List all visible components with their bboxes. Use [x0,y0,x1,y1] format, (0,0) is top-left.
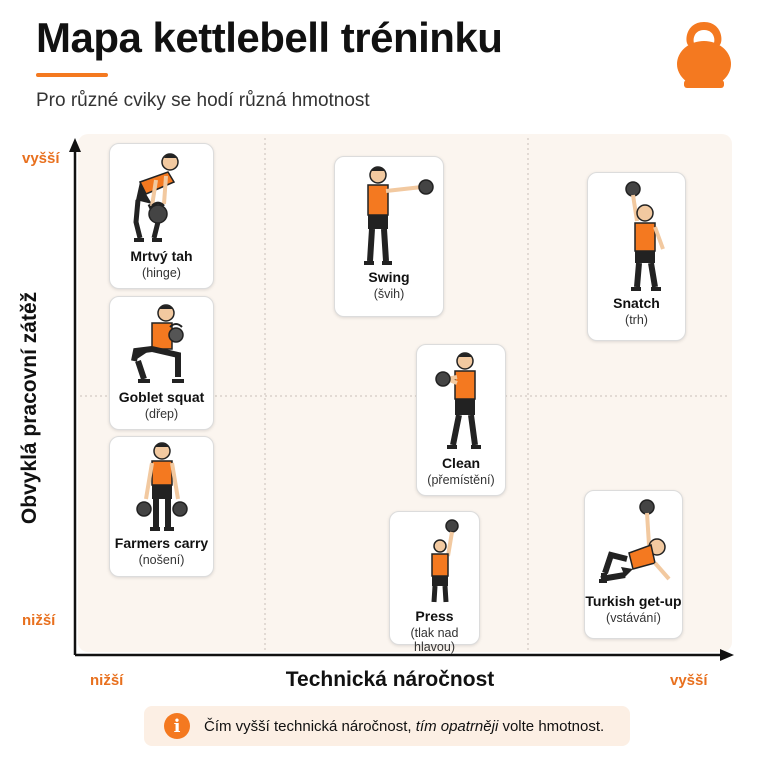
exercise-name: Press [415,608,454,624]
exercise-subtitle: (hinge) [142,266,181,280]
exercise-card-turkish-get-up: Turkish get-up (vstávání) [584,490,683,639]
deadlift-figure [132,153,179,242]
squat-figure [130,304,184,383]
exercise-subtitle: (trh) [625,313,648,327]
note-text-emphasis: tím opatrněji [415,717,499,735]
exercise-card-deadlift: Mrtvý tah (hinge) [109,143,214,289]
exercise-name: Mrtvý tah [130,248,193,264]
exercise-name: Swing [368,269,410,285]
x-axis-high-label: vyšší [670,672,708,689]
y-axis-high-label: vyšší [22,150,60,167]
exercise-card-swing: Swing (švih) [334,156,444,317]
info-note-text: Čím vyšší technická náročnost, tím opatr… [204,718,604,735]
exercise-subtitle: (přemístění) [427,473,495,487]
exercise-card-farmers-carry: Farmers carry (nošení) [109,436,214,577]
x-axis-title: Technická náročnost [285,668,495,691]
page-subtitle: Pro různé cviky se hodí různá hmotnost [36,90,370,111]
exercise-name: Snatch [613,295,660,311]
carry-figure [135,442,188,531]
exercise-subtitle: (nošení) [138,553,185,567]
exercise-subtitle: (dřep) [144,407,179,421]
info-icon: i [164,713,190,739]
clean-figure [435,352,481,449]
x-axis-low-label: nižší [90,672,124,689]
note-text-start: Čím vyšší technická náročnost, [204,717,416,735]
exercise-card-clean: Clean (přemístění) [416,344,506,496]
exercise-name: Clean [441,455,481,471]
y-axis-title: Obvyklá pracovní zátěž [18,291,41,525]
getup-figure [598,499,671,583]
exercise-name: Farmers carry [114,535,209,551]
page-title: Mapa kettlebell tréninku [36,14,503,61]
snatch-figure [624,181,665,291]
title-underline [36,73,108,77]
exercise-subtitle: (tlak nad hlavou) [410,626,459,654]
note-text-end: volte hmotnost. [498,717,605,735]
swing-figure [364,166,434,265]
exercise-subtitle: (vstávání) [606,611,661,625]
kettlebell-icon [677,22,731,88]
info-note: i Čím vyšší technická náročnost, tím opa… [144,706,630,746]
exercise-card-press: Press (tlak nad hlavou) [389,511,480,654]
exercise-name: Goblet squat [118,389,205,405]
press-figure [430,519,459,603]
exercise-card-snatch: Snatch (trh) [587,172,686,341]
exercise-name: Turkish get-up [585,593,682,609]
exercise-subtitle: (švih) [373,287,405,301]
y-axis-low-label: nižší [22,612,56,629]
exercise-card-goblet-squat: Goblet squat (dřep) [109,296,214,430]
